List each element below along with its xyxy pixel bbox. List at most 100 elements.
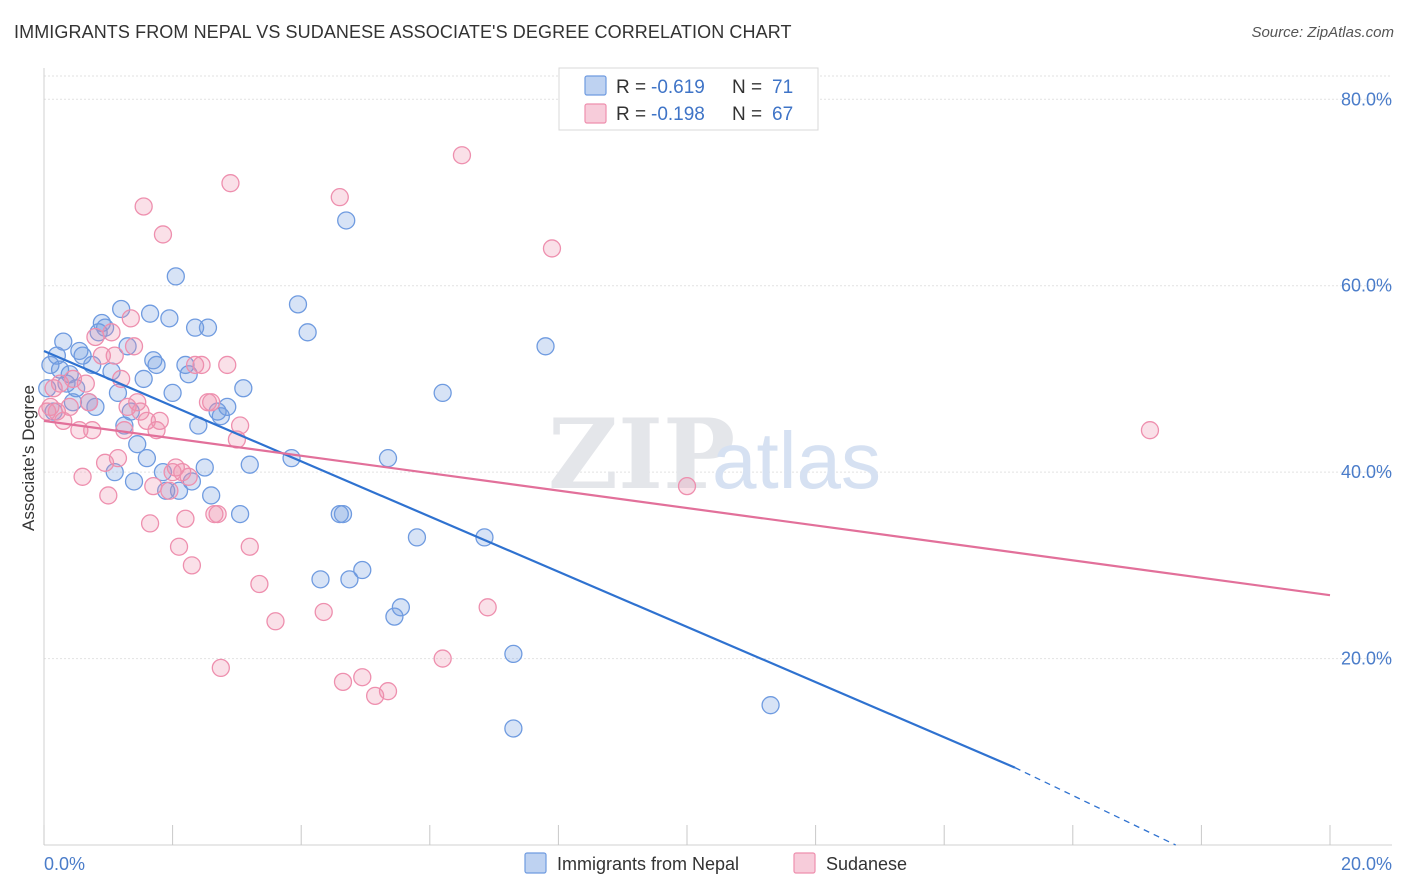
- series-1-point-27: [134, 197, 153, 216]
- legend-r-value-sudanese: -0.198: [651, 104, 705, 125]
- series-1-point-34: [160, 481, 179, 500]
- series-0-point-19: [105, 462, 124, 482]
- series-0-point-53: [288, 295, 308, 314]
- series-0-point-63: [391, 598, 411, 617]
- series-0-point-50: [234, 379, 253, 398]
- watermark-atlas: atlas: [712, 416, 881, 505]
- series-1-point-10: [76, 374, 95, 393]
- legend-r-label-nepal: R =: [616, 77, 646, 98]
- series-1-point-45: [202, 393, 221, 412]
- series-0-point-61: [378, 449, 398, 468]
- series-0-point-67: [504, 644, 523, 664]
- series-0-trend-extension: [1014, 767, 1176, 846]
- series-1-point-28: [137, 411, 157, 431]
- series-0-point-11: [73, 346, 92, 365]
- series-1-point-40: [179, 467, 198, 486]
- series-1-point-9: [73, 467, 92, 486]
- chart-title: IMMIGRANTS FROM NEPAL VS SUDANESE ASSOCI…: [14, 22, 792, 42]
- series-0-point-55: [311, 570, 330, 589]
- series-0-point-25: [124, 472, 144, 491]
- series-0-point-45: [202, 486, 221, 505]
- series-1-point-53: [240, 537, 259, 556]
- watermark-zip: ZIP: [548, 398, 735, 511]
- series-1-point-13: [86, 327, 105, 347]
- x-tick-labels: 0.0% 20.0%: [44, 854, 1392, 874]
- series-1-point-17: [102, 323, 121, 342]
- series-0-point-23: [118, 337, 137, 356]
- series-1-point-23: [121, 309, 140, 328]
- series-1-point-37: [169, 537, 189, 556]
- series-1-point-18: [105, 346, 124, 365]
- legend-swatch-sudanese: [584, 103, 607, 124]
- series-0-point-35: [163, 383, 182, 403]
- series-1-point-39: [176, 509, 195, 528]
- y-tick-label-3: 80.0%: [1341, 89, 1392, 109]
- series-1-point-48: [211, 658, 230, 678]
- y-tick-label-1: 40.0%: [1341, 462, 1392, 482]
- legend-n-value-nepal: 71: [772, 77, 793, 98]
- series-1-point-11: [79, 393, 99, 412]
- grid-lines: [44, 75, 1392, 660]
- series-0-point-34: [160, 309, 179, 328]
- bottom-legend-label-nepal: Immigrants from Nepal: [557, 854, 739, 874]
- trend-lines: [43, 349, 1331, 846]
- series-1-trend-line: [43, 419, 1331, 597]
- series-1-point-58: [333, 672, 353, 692]
- series-1-point-57: [330, 188, 349, 207]
- series-0-point-48: [218, 397, 237, 417]
- series-1-point-26: [131, 402, 150, 421]
- series-0-point-51: [240, 455, 259, 474]
- series-1-point-66: [677, 476, 697, 496]
- series-1-point-64: [478, 598, 497, 617]
- series-1-point-67: [1140, 421, 1160, 440]
- series-0-point-49: [230, 504, 250, 524]
- series-1-point-30: [144, 476, 163, 496]
- series-1-point-43: [192, 355, 211, 375]
- series-0-point-31: [147, 355, 166, 375]
- series-1-point-12: [83, 421, 102, 440]
- bottom-legend: Immigrants from Nepal Sudanese: [524, 852, 907, 874]
- series-0-point-29: [140, 304, 160, 323]
- series-0-point-47: [211, 407, 230, 426]
- series-0-point-68: [504, 719, 523, 738]
- legend: R = -0.619 N = 71 R = -0.198 N = 67: [558, 67, 819, 131]
- series-0-trend-line: [43, 349, 1016, 769]
- series-1-point-63: [452, 146, 472, 165]
- legend-n-label-sudanese: N =: [732, 104, 762, 125]
- legend-box: [558, 67, 819, 131]
- series-1-point-59: [353, 668, 372, 687]
- series-1-point-19: [108, 449, 128, 468]
- series-0-point-37: [169, 481, 189, 500]
- series-1-point-62: [433, 649, 452, 668]
- series-0-point-21: [112, 299, 131, 319]
- series-0-point-70: [761, 696, 780, 715]
- series-0-point-58: [337, 211, 356, 230]
- series-1-point-29: [140, 514, 160, 533]
- bottom-legend-swatch-sudanese: [793, 852, 816, 874]
- series-0-point-1: [41, 355, 60, 375]
- bottom-legend-label-sudanese: Sudanese: [826, 854, 907, 874]
- series-0-point-41: [185, 318, 205, 337]
- x-tick-label-1: 20.0%: [1341, 854, 1392, 874]
- series-1-point-41: [182, 556, 202, 575]
- series-0-point-43: [195, 458, 214, 477]
- series-0-point-62: [385, 607, 404, 626]
- y-tick-labels: 20.0% 40.0% 60.0% 80.0%: [1341, 89, 1392, 668]
- series-0-point-39: [179, 365, 198, 384]
- series-0-point-57: [333, 504, 353, 524]
- legend-r-label-sudanese: R =: [616, 104, 646, 125]
- series-0-point-44: [198, 318, 218, 337]
- series-0-point-59: [340, 570, 359, 589]
- axes: [43, 68, 1392, 846]
- y-tick-label-0: 20.0%: [1341, 649, 1392, 669]
- series-1-point-32: [150, 411, 169, 431]
- series-1-point-24: [124, 337, 144, 356]
- series-0-point-69: [536, 337, 555, 356]
- series-0-point-54: [298, 323, 317, 342]
- series-0-point-36: [166, 267, 185, 286]
- legend-swatch-nepal: [584, 75, 607, 96]
- series-1-point-65: [542, 239, 562, 258]
- series-0-point-26: [128, 435, 147, 454]
- series-1-point-33: [153, 225, 173, 244]
